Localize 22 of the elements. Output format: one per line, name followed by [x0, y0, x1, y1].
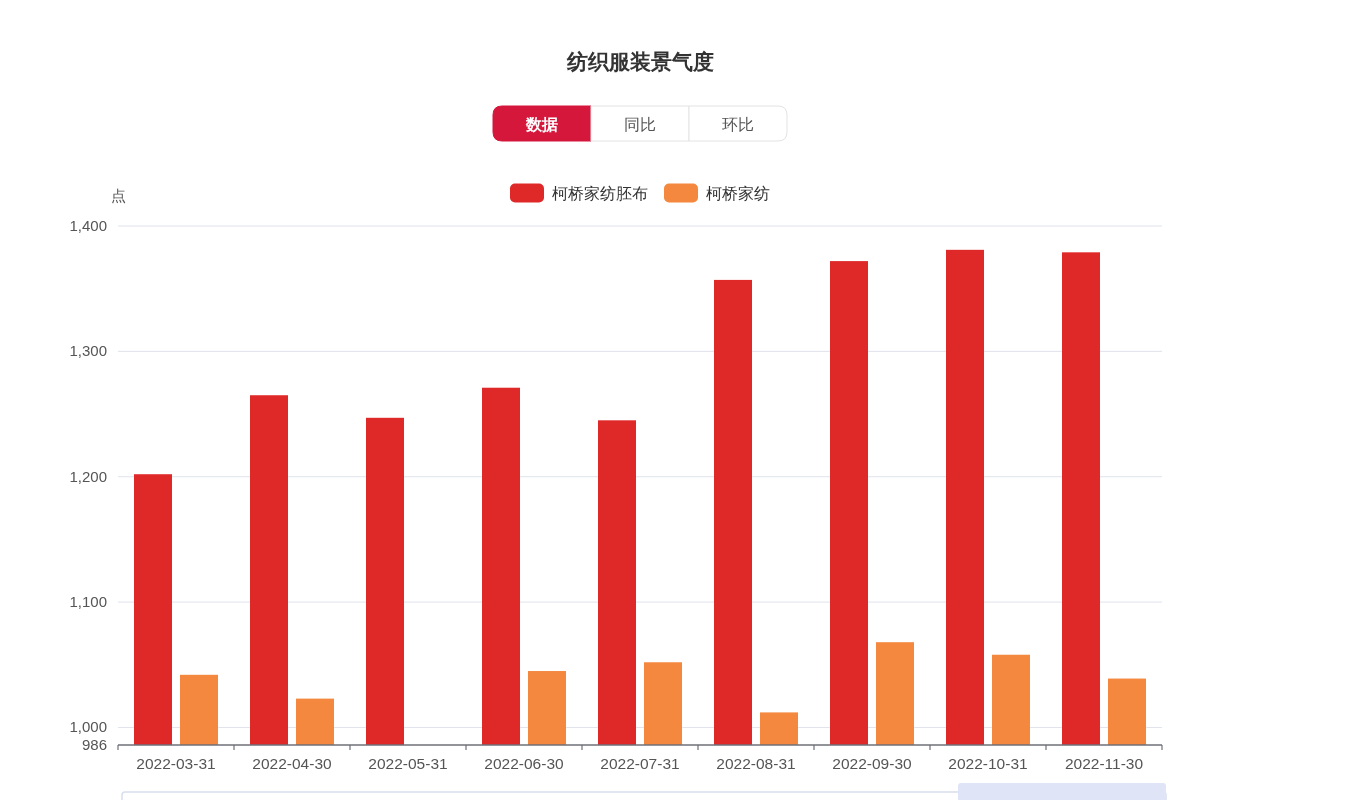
y-tick-label: 986 [81, 736, 107, 753]
x-tick-label: 2022-09-30 [832, 755, 913, 772]
y-tick-label: 1,400 [69, 217, 107, 234]
legend-label: 柯桥家纺胚布 [552, 185, 648, 202]
toggle-button: 环比 [688, 105, 788, 142]
y-tick-label: 1,300 [69, 342, 107, 360]
x-tick-label: 2022-10-31 [948, 755, 1028, 772]
x-tick-label: 2022-04-30 [252, 755, 333, 772]
y-tick-label: 1,000 [69, 718, 107, 736]
toggle-button: 同比 [590, 105, 690, 142]
x-tick-label: 2022-11-30 [1064, 755, 1144, 772]
x-tick-label: 2022-08-31 [716, 755, 796, 772]
y-tick-label: 1,200 [69, 467, 107, 485]
legend-label: 柯桥家纺 [706, 185, 770, 202]
x-tick-label: 2022-03-31 [136, 755, 216, 772]
y-tick-label: 1,100 [69, 593, 107, 611]
ylabel: 点 [110, 187, 126, 204]
toggle-button-active: 数据 [492, 105, 592, 142]
x-tick-label: 2022-05-31 [368, 755, 448, 772]
x-tick-label: 2022-06-30 [484, 755, 565, 772]
x-tick-label: 2022-07-31 [600, 755, 680, 772]
title: 纺织服装景气度 [566, 50, 714, 73]
